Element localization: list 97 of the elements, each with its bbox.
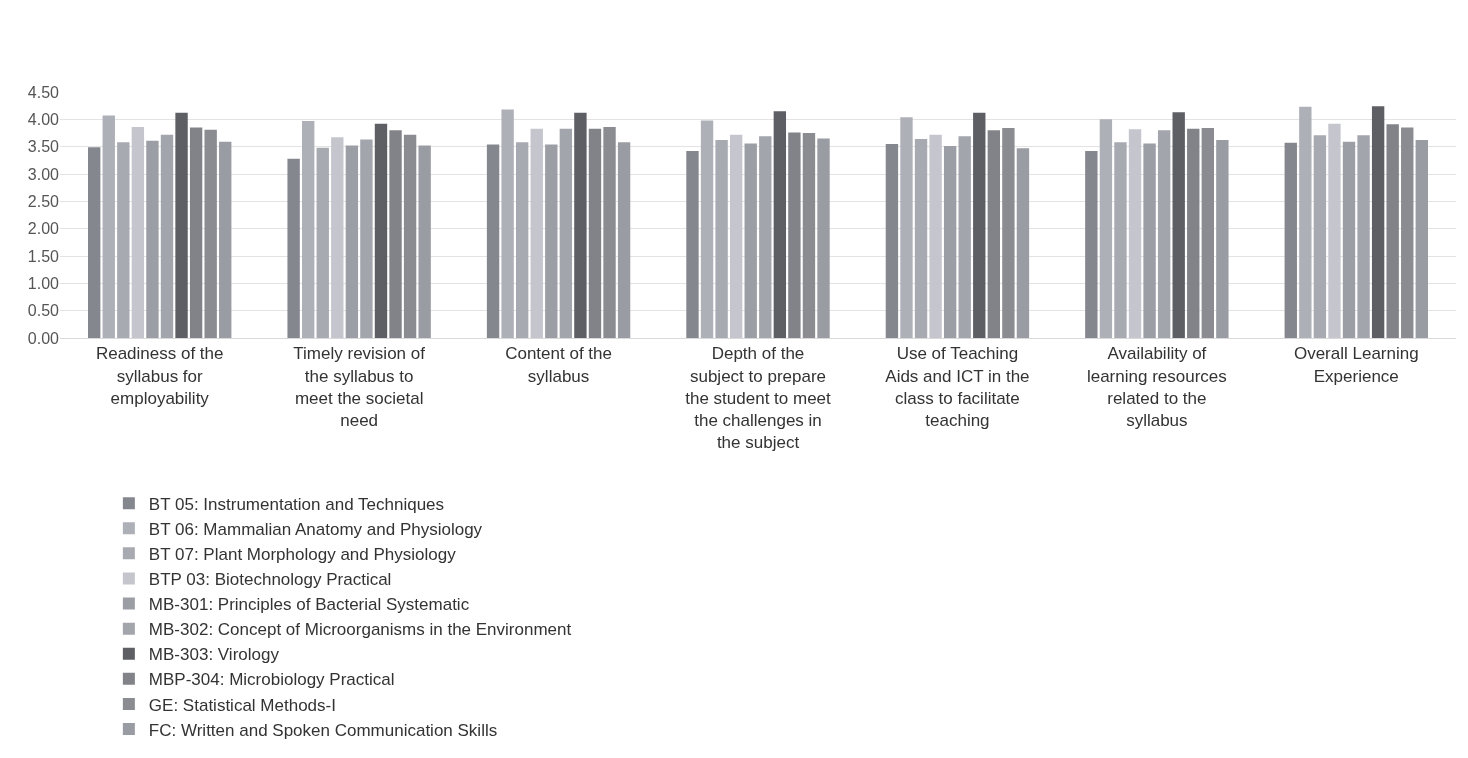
bar bbox=[374, 123, 388, 338]
bar bbox=[189, 127, 203, 338]
x-tick-label: Content of the syllabus bbox=[505, 344, 612, 386]
bar bbox=[1099, 119, 1113, 338]
legend-label: MB-302: Concept of Microorganisms in the Environment bbox=[148, 620, 572, 640]
bar bbox=[219, 141, 232, 338]
bar bbox=[515, 142, 529, 338]
bar bbox=[1128, 129, 1142, 338]
bar bbox=[958, 136, 971, 338]
bar bbox=[88, 147, 101, 338]
bar bbox=[345, 145, 359, 338]
bar bbox=[102, 115, 115, 338]
bar bbox=[588, 128, 602, 338]
bar bbox=[1284, 142, 1297, 338]
legend-label: MBP-304: Microbiology Practical bbox=[148, 670, 395, 690]
legend-label: BT 07: Plant Morphology and Physiology bbox=[148, 544, 457, 564]
bar bbox=[316, 147, 329, 338]
bar bbox=[1016, 148, 1030, 338]
bar bbox=[914, 139, 928, 338]
y-tick-label: 2.50 bbox=[27, 192, 60, 210]
bar bbox=[389, 130, 402, 338]
bar bbox=[117, 142, 130, 338]
bar bbox=[287, 158, 300, 338]
x-tick-label: Depth of the subject to prepare the student to meet the challenges in the subject bbox=[685, 344, 832, 452]
bar bbox=[1172, 112, 1185, 338]
x-tick-label: Use of Teaching Aids and ICT in the class to facilitate teaching bbox=[885, 344, 1030, 430]
bar bbox=[1299, 106, 1312, 338]
bar bbox=[973, 112, 986, 338]
bar bbox=[773, 111, 787, 338]
legend-label: BT 05: Instrumentation and Techniques bbox=[148, 494, 445, 514]
bar bbox=[146, 140, 159, 338]
legend-label: BT 06: Mammalian Anatomy and Physiology bbox=[148, 519, 483, 539]
bar bbox=[1157, 130, 1171, 338]
bar bbox=[1085, 151, 1098, 338]
bar bbox=[715, 140, 728, 338]
bar bbox=[1401, 127, 1414, 338]
legend-label: MB-303: Virology bbox=[148, 645, 280, 665]
y-tick-label: 3.50 bbox=[27, 138, 60, 156]
bar bbox=[1216, 140, 1229, 338]
x-tick-label: Overall Learning Experience bbox=[1293, 344, 1419, 386]
bar bbox=[1201, 128, 1214, 338]
bar bbox=[1386, 124, 1399, 338]
bar bbox=[700, 120, 714, 338]
bar bbox=[617, 142, 631, 338]
bar bbox=[1371, 106, 1385, 338]
bar bbox=[1415, 140, 1428, 338]
bar bbox=[603, 126, 616, 338]
bar bbox=[686, 151, 699, 338]
bar bbox=[1187, 128, 1200, 338]
bar bbox=[788, 132, 801, 338]
y-tick-label: 4.50 bbox=[27, 83, 60, 101]
bar bbox=[175, 112, 188, 338]
legend-label: BTP 03: Biotechnology Practical bbox=[148, 570, 392, 590]
y-tick-label: 4.00 bbox=[27, 110, 60, 128]
bar bbox=[1143, 143, 1156, 338]
legend-label: GE: Statistical Methods-I bbox=[148, 695, 336, 715]
y-tick-label: 0.50 bbox=[27, 302, 60, 320]
y-tick-label: 1.50 bbox=[27, 247, 60, 265]
bar bbox=[1342, 141, 1356, 338]
legend-label: FC: Written and Spoken Communication Skills bbox=[148, 720, 498, 740]
legend-label: MB-301: Principles of Bacterial Systematic bbox=[148, 595, 470, 615]
bar bbox=[1002, 128, 1015, 338]
x-tick-label: Timely revision of the syllabus to meet the societal need bbox=[293, 344, 426, 430]
x-tick-label: Availability of learning resources related to the syllabus bbox=[1086, 344, 1227, 430]
bar bbox=[885, 143, 899, 338]
bar bbox=[900, 117, 913, 338]
bar bbox=[729, 134, 743, 338]
bar bbox=[530, 128, 543, 338]
bar bbox=[759, 136, 772, 338]
bar bbox=[403, 134, 417, 338]
bar bbox=[943, 146, 957, 338]
bar bbox=[929, 134, 942, 338]
y-tick-label: 1.00 bbox=[27, 274, 60, 292]
bar bbox=[744, 143, 757, 338]
y-tick-label: 2.00 bbox=[27, 220, 60, 238]
bar bbox=[987, 130, 1001, 338]
bar bbox=[1357, 135, 1370, 338]
bar bbox=[204, 129, 217, 338]
bar bbox=[131, 126, 145, 338]
y-tick-label: 0.00 bbox=[27, 329, 60, 347]
bar bbox=[1114, 142, 1127, 338]
bar bbox=[559, 128, 573, 338]
bar bbox=[817, 138, 830, 338]
bar bbox=[331, 137, 344, 338]
bar bbox=[1328, 123, 1341, 338]
y-tick-label: 3.00 bbox=[27, 165, 60, 183]
bar bbox=[1313, 135, 1327, 338]
bar bbox=[160, 134, 174, 338]
bar bbox=[501, 109, 514, 338]
bar bbox=[302, 120, 315, 338]
bar bbox=[418, 145, 431, 338]
bar bbox=[486, 144, 500, 338]
bar bbox=[802, 133, 816, 338]
x-tick-label: Readiness of the syllabus for employability bbox=[95, 344, 224, 408]
bar bbox=[360, 139, 373, 338]
bar bbox=[574, 112, 587, 338]
bar bbox=[545, 144, 558, 338]
